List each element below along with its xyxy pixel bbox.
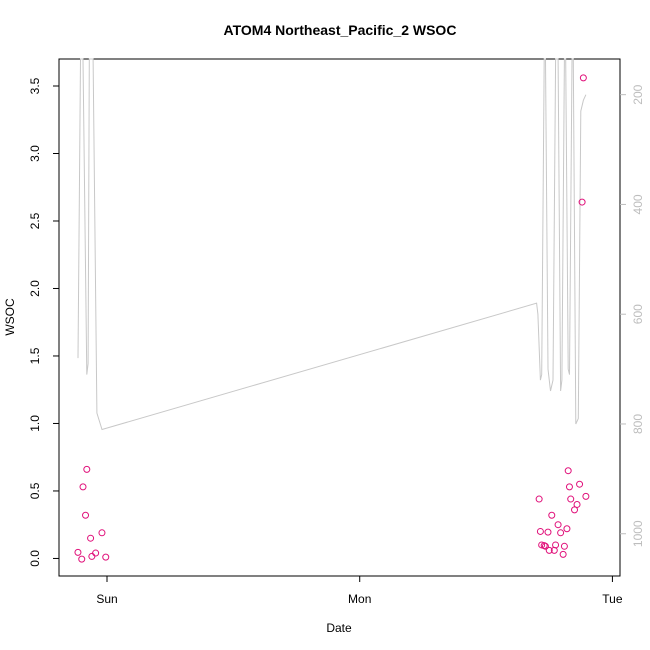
x-tick-label: Tue (602, 592, 623, 606)
data-point (565, 483, 573, 491)
series-line-layer (77, 58, 587, 431)
y-axis: 0.0 0.5 1.0 1.5 2.0 2.5 3.0 3.5 (28, 77, 59, 567)
data-point (102, 553, 110, 561)
data-point (541, 542, 549, 550)
data-point (554, 521, 562, 529)
data-point (92, 549, 100, 557)
data-point (74, 548, 82, 556)
data-point (87, 534, 95, 542)
data-point (78, 555, 86, 563)
data-point (564, 467, 572, 475)
data-point (98, 529, 106, 537)
data-point (578, 198, 586, 206)
data-point (573, 500, 581, 508)
x-axis: Sun Mon Tue (96, 576, 623, 606)
right-tick-label: 400 (631, 194, 645, 214)
data-point (536, 527, 544, 535)
y-tick-label: 2.0 (28, 280, 42, 297)
y-tick-label: 0.5 (28, 482, 42, 499)
data-point (83, 465, 91, 473)
data-point (559, 550, 567, 558)
y-tick-label: 1.0 (28, 415, 42, 432)
right-axis: 200 400 600 800 1000 (620, 84, 645, 547)
y-tick-label: 0.0 (28, 550, 42, 567)
y-axis-label: WSOC (3, 298, 17, 336)
x-tick-label: Sun (96, 592, 117, 606)
data-point (563, 525, 571, 533)
y-tick-label: 3.0 (28, 145, 42, 162)
y-tick-label: 2.5 (28, 212, 42, 229)
data-point (548, 511, 556, 519)
right-tick-label: 800 (631, 414, 645, 434)
x-axis-label: Date (326, 621, 352, 635)
series-line (77, 58, 587, 431)
y-tick-label: 3.5 (28, 77, 42, 94)
data-point (579, 74, 587, 82)
right-tick-label: 200 (631, 84, 645, 104)
chart-title: ATOM4 Northeast_Pacific_2 WSOC (224, 22, 457, 38)
right-tick-label: 600 (631, 304, 645, 324)
data-point (544, 528, 552, 536)
series-point-layer (74, 74, 590, 563)
data-point (576, 480, 584, 488)
data-point (79, 483, 87, 491)
data-point (557, 529, 565, 537)
plot-frame (58, 58, 621, 577)
data-point (582, 492, 590, 500)
data-point (567, 495, 575, 503)
data-point (560, 542, 568, 550)
x-tick-label: Mon (348, 592, 371, 606)
data-point (552, 541, 560, 549)
data-point (82, 511, 90, 519)
right-tick-label: 1000 (631, 520, 645, 547)
data-point (535, 495, 543, 503)
data-point (545, 546, 553, 554)
y-tick-label: 1.5 (28, 347, 42, 364)
data-point (88, 552, 96, 560)
